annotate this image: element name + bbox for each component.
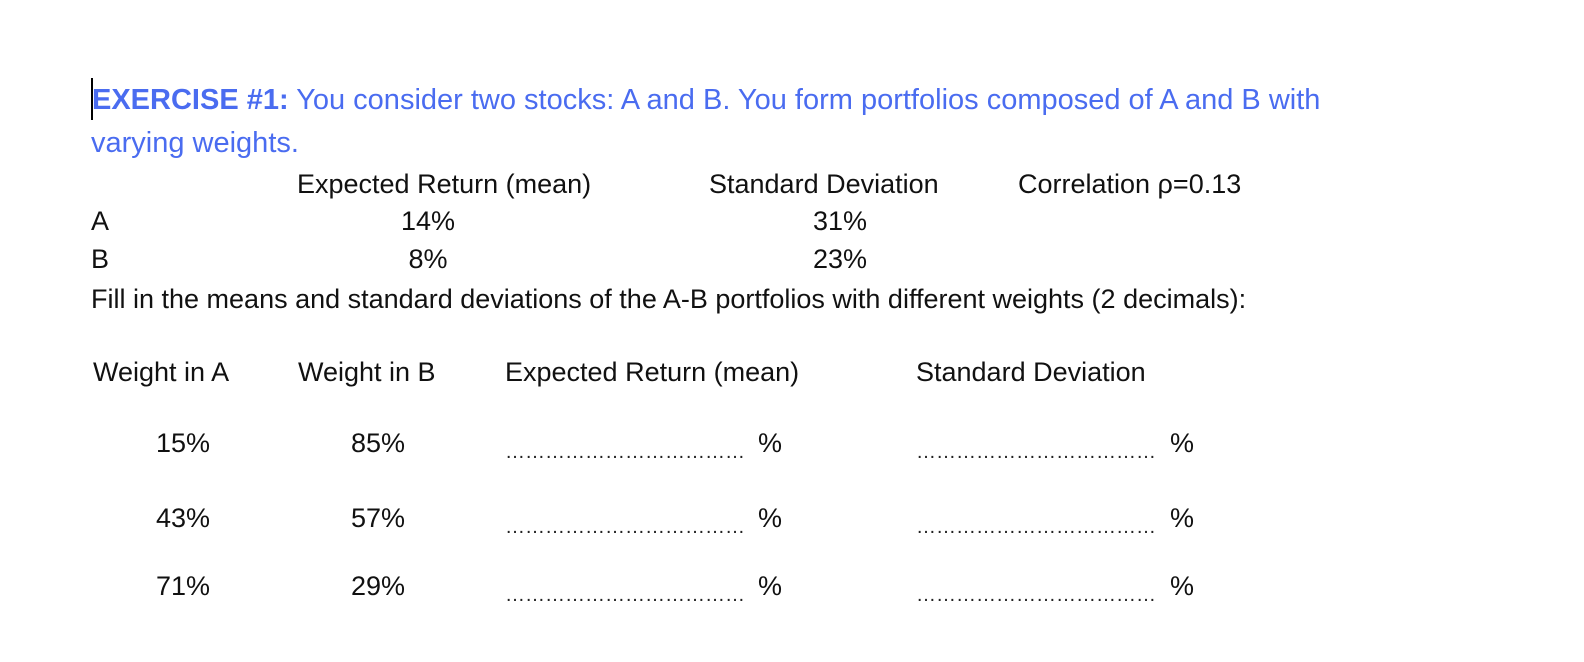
portfolio-row-1-weight-a: 15% xyxy=(155,428,211,458)
stock-b-expected-return: 8% xyxy=(408,244,448,274)
stocks-header-expected-return: Expected Return (mean) xyxy=(297,169,592,199)
portfolio-row-1-std-dev-percent: % xyxy=(1170,428,1195,458)
stock-b-name: B xyxy=(91,244,110,274)
text-cursor xyxy=(91,78,93,120)
exercise-text-1: You consider two stocks: A and B. You fo… xyxy=(296,84,1321,116)
portfolio-header-weight-b: Weight in B xyxy=(298,357,436,387)
portfolio-row-2-weight-b: 57% xyxy=(350,503,406,533)
portfolio-header-weight-a: Weight in A xyxy=(93,357,230,387)
portfolio-row-2-std-dev-percent: % xyxy=(1170,503,1195,533)
portfolio-row-2-expected-return-blank[interactable]: ……………………………… xyxy=(505,516,745,538)
portfolio-header-expected-return: Expected Return (mean) xyxy=(505,357,800,387)
portfolio-header-std-dev: Standard Deviation xyxy=(916,357,1146,387)
portfolio-row-1-weight-b: 85% xyxy=(350,428,406,458)
portfolio-row-1-std-dev-blank[interactable]: ……………………………… xyxy=(916,441,1156,463)
portfolio-row-3-expected-return-percent: % xyxy=(758,571,783,601)
stock-a-name: A xyxy=(91,206,110,236)
exercise-title-line-1: EXERCISE #1: You consider two stocks: A … xyxy=(92,83,1320,117)
portfolio-row-3-weight-a: 71% xyxy=(155,571,211,601)
exercise-label: EXERCISE #1: xyxy=(92,84,289,116)
portfolio-row-3-std-dev-blank[interactable]: ……………………………… xyxy=(916,584,1156,606)
exercise-title-line-2: varying weights. xyxy=(91,127,299,159)
portfolio-row-3-weight-b: 29% xyxy=(350,571,406,601)
stock-a-expected-return: 14% xyxy=(400,206,456,236)
stock-a-std-dev: 31% xyxy=(812,206,868,236)
stocks-header-correlation: Correlation ρ=0.13 xyxy=(1018,169,1242,199)
stock-b-std-dev: 23% xyxy=(812,244,868,274)
stocks-header-std-dev: Standard Deviation xyxy=(709,169,939,199)
portfolio-row-3-std-dev-percent: % xyxy=(1170,571,1195,601)
instruction-text: Fill in the means and standard deviation… xyxy=(91,284,1247,314)
portfolio-row-2-std-dev-blank[interactable]: ……………………………… xyxy=(916,516,1156,538)
portfolio-row-1-expected-return-percent: % xyxy=(758,428,783,458)
portfolio-row-1-expected-return-blank[interactable]: ……………………………… xyxy=(505,441,745,463)
portfolio-row-2-expected-return-percent: % xyxy=(758,503,783,533)
portfolio-row-2-weight-a: 43% xyxy=(155,503,211,533)
portfolio-row-3-expected-return-blank[interactable]: ……………………………… xyxy=(505,584,745,606)
